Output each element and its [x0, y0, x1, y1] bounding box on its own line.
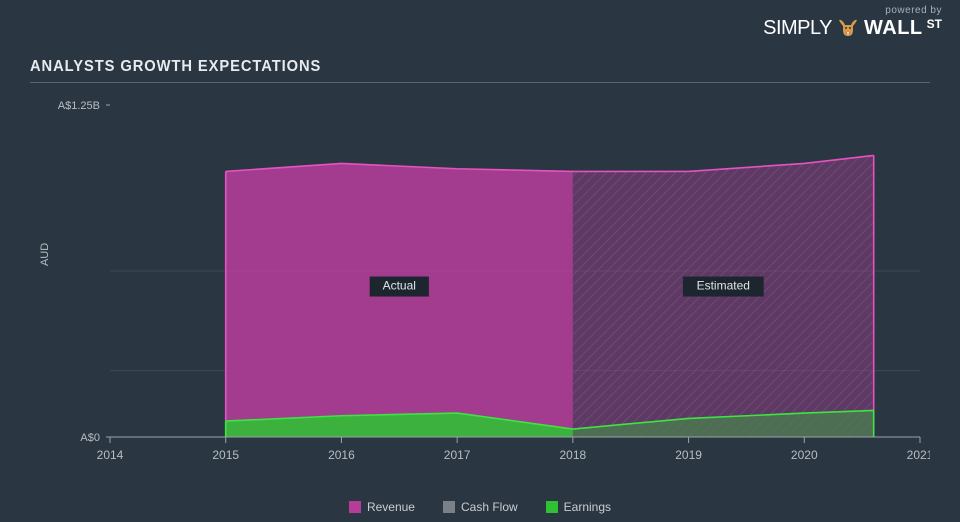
- legend-swatch-cashflow: [443, 501, 455, 513]
- legend-label: Revenue: [367, 500, 415, 514]
- svg-text:2018: 2018: [560, 448, 587, 462]
- svg-text:2017: 2017: [444, 448, 471, 462]
- legend-item-earnings: Earnings: [546, 500, 611, 514]
- logo-text-simply: SIMPLY: [763, 18, 832, 38]
- logo-text-st: ST: [927, 18, 942, 30]
- logo-powered-text: powered by: [763, 6, 942, 16]
- growth-chart: 2014 2015 2016 2017 2018 2019 2020 2021 A$0 A$1.2…: [30, 95, 930, 492]
- legend-item-revenue: Revenue: [349, 500, 415, 514]
- svg-text:2021: 2021: [907, 448, 930, 462]
- svg-text:2019: 2019: [675, 448, 702, 462]
- logo-text-wall: WALL: [864, 18, 923, 38]
- legend-label: Cash Flow: [461, 500, 518, 514]
- legend-label: Earnings: [564, 500, 611, 514]
- legend-item-cashflow: Cash Flow: [443, 500, 518, 514]
- chart-title-row: ANALYSTS GROWTH EXPECTATIONS: [30, 58, 930, 83]
- chart-legend: Revenue Cash Flow Earnings: [0, 500, 960, 514]
- svg-text:2016: 2016: [328, 448, 355, 462]
- svg-text:Estimated: Estimated: [697, 279, 750, 293]
- svg-text:A$0: A$0: [80, 432, 100, 444]
- svg-text:A$1.25B: A$1.25B: [58, 100, 100, 112]
- legend-swatch-revenue: [349, 501, 361, 513]
- chart-title: ANALYSTS GROWTH EXPECTATIONS: [30, 58, 858, 76]
- legend-swatch-earnings: [546, 501, 558, 513]
- svg-text:2014: 2014: [97, 448, 124, 462]
- svg-text:AUD: AUD: [39, 243, 51, 266]
- svg-text:Actual: Actual: [383, 279, 416, 293]
- brand-logo: powered by SIMPLY WALL ST: [763, 6, 942, 40]
- svg-text:2015: 2015: [212, 448, 239, 462]
- bull-icon: [836, 16, 860, 40]
- svg-text:2020: 2020: [791, 448, 818, 462]
